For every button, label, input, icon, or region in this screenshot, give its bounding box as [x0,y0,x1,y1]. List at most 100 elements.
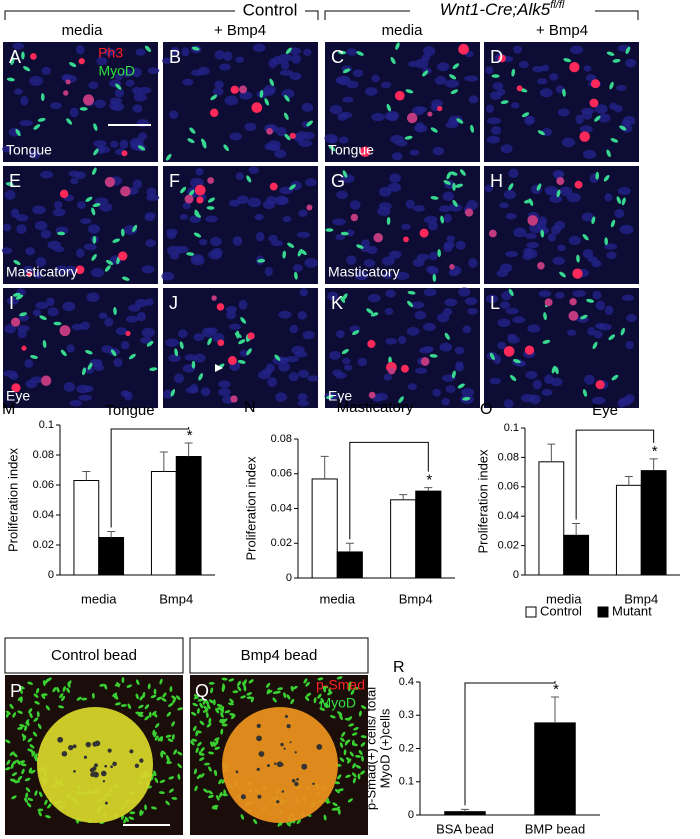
y-tick-label: 0.04 [33,509,54,521]
nucleus [427,266,439,276]
myod-cell [153,731,157,738]
myod-cell [21,768,25,775]
nucleus [19,119,33,127]
ph3-cell [574,180,583,189]
myod-cell [144,715,150,721]
nucleus [598,323,612,331]
nucleus [391,152,403,161]
nucleus [144,214,155,222]
myod-cell [196,707,200,714]
myod-cell [207,790,213,795]
myod-cell [38,810,42,817]
myod-cell [9,751,15,756]
nucleus [66,344,75,353]
myod-cell [104,265,111,272]
myod-cell [303,678,308,684]
ph3-cell [350,213,359,222]
nucleus [407,383,417,391]
myod-cell [6,759,11,765]
nucleus [444,241,455,249]
myod-cell [85,196,93,202]
nucleus [549,194,563,203]
panel-letter: B [169,47,181,67]
myod-cell [113,307,117,316]
myod-cell [223,144,229,152]
bead-title: Bmp4 bead [241,647,318,664]
myod-cell [336,676,343,680]
myod-cell [305,681,310,687]
nucleus [128,304,141,312]
nucleus [74,171,86,180]
nucleus [429,251,438,261]
nucleus [467,307,478,315]
myod-cell [296,819,301,825]
nucleus [617,187,631,196]
header-mask [235,2,305,20]
nucleus [346,48,358,56]
y-axis-label: Proliferation index [243,456,258,561]
myod-cell [620,327,625,336]
myod-cell [224,710,231,714]
myod-cell [246,696,253,700]
myod-cell [610,138,619,143]
nucleus [264,84,276,95]
bead-title-box [189,637,369,674]
y-tick-label: 0 [48,569,54,581]
myod-cell [339,714,343,721]
bar [150,471,177,576]
ph3-cell [516,85,523,92]
nucleus [445,79,460,88]
myod-cell [318,699,325,704]
myod-cell [357,773,361,780]
nucleus [224,95,239,106]
myod-cell [586,298,595,303]
nucleus [80,218,92,225]
nucleus [132,104,143,113]
myod-cell [168,788,174,793]
condition-label: + Bmp4 [214,22,266,39]
y-tick-label: 0.2 [399,742,414,754]
myod-cell [44,678,49,684]
nucleus [468,95,479,104]
myod-cell [332,802,338,807]
nucleus [32,205,46,215]
myod-cell [154,723,160,728]
myod-cell [337,711,343,716]
bead-pore [107,748,112,753]
nucleus [33,271,43,279]
nucleus [80,321,90,331]
bead-pore [274,762,277,765]
significance-star: * [652,443,658,460]
nucleus [492,82,504,91]
nucleus [500,144,513,154]
myod-cell [386,103,392,112]
panel-letter: L [490,293,500,313]
myod-cell [135,679,140,686]
nucleus [584,374,595,385]
myod-cell [76,696,82,701]
y-tick-label: 0 [513,569,519,581]
bead-pore [258,751,265,757]
myod-cell [214,737,220,741]
ph3-cell [230,395,238,403]
nucleus [94,99,106,109]
nucleus [583,65,592,72]
myod-cell [11,772,18,777]
bead-pore [102,779,106,783]
nucleus [381,81,392,89]
myod-cell [26,802,32,808]
myod-cell [189,127,196,134]
myod-cell [353,726,359,731]
nucleus [175,245,189,254]
nucleus [297,393,308,402]
myod-cell [240,814,245,820]
myod-cell [290,685,294,692]
myod-cell [230,714,236,720]
myod-cell [144,704,150,710]
myod-cell [228,702,234,706]
myod-cell [24,725,28,732]
ph3-cell [589,98,599,108]
myod-cell [341,731,346,737]
nucleus [257,370,271,380]
myod-cell [110,349,117,357]
